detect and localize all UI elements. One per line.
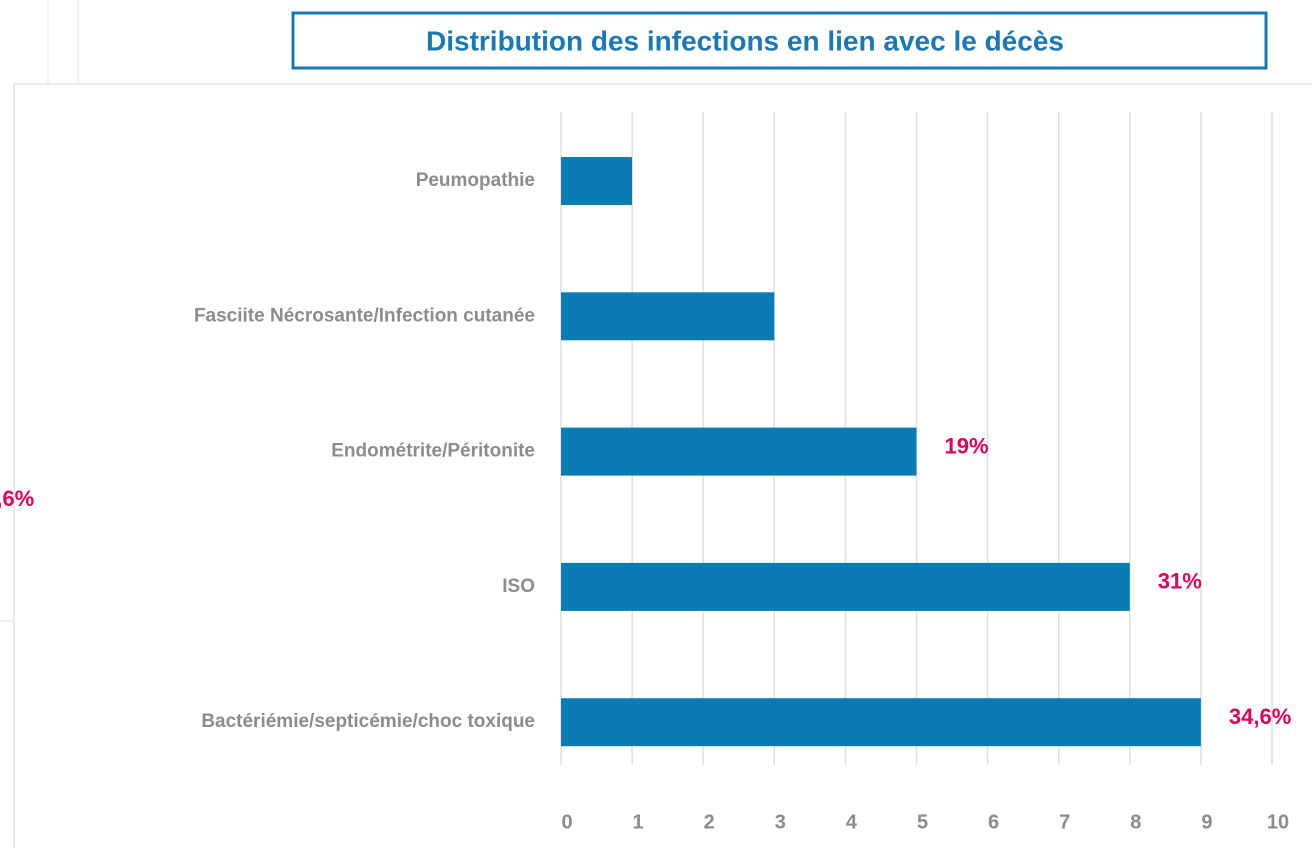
y-tick-label: Fasciite Nécrosante/Infection cutanée	[194, 305, 535, 326]
x-tick-label: 9	[1201, 811, 1212, 833]
x-tick-label: 2	[704, 811, 715, 833]
bar	[561, 698, 1201, 747]
x-tick-label: 5	[917, 811, 928, 833]
y-tick-label: ISO	[502, 576, 535, 597]
x-tick-label: 4	[846, 811, 858, 833]
bar	[561, 292, 775, 341]
y-tick-label: Endométrite/Péritonite	[331, 441, 535, 462]
chart-frame	[13, 83, 1312, 848]
annotation: 4,6%	[0, 486, 34, 511]
y-tick-label: Peumopathie	[416, 170, 535, 191]
share-label: 19%	[945, 433, 989, 458]
share-label: 34,6%	[1229, 704, 1291, 729]
x-tick-label: 8	[1130, 811, 1141, 833]
x-tick-label: 3	[775, 811, 786, 833]
bar	[561, 157, 633, 205]
chart-title: Distribution des infections en lien avec…	[426, 25, 1064, 56]
x-tick-label: 10	[1267, 811, 1289, 833]
x-tick-label: 0	[561, 811, 572, 833]
x-tick-label: 6	[988, 811, 999, 833]
title-box	[291, 11, 1268, 70]
share-label: 31%	[1158, 569, 1202, 594]
bar	[561, 427, 917, 476]
bar	[561, 562, 1130, 611]
x-tick-label: 7	[1059, 811, 1070, 833]
y-tick-label: Bactériémie/septicémie/choc toxique	[201, 711, 535, 732]
x-tick-label: 1	[633, 811, 644, 833]
